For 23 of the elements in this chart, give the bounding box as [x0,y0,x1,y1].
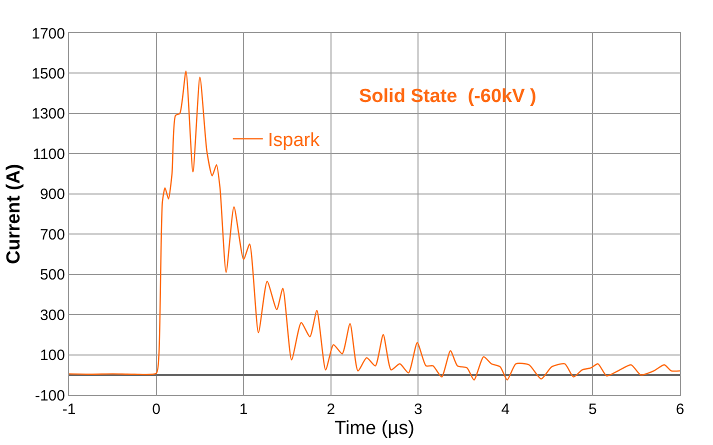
x-tick-label: 4 [501,401,510,418]
y-tick-label: 1300 [32,106,65,123]
y-tick-label: 1700 [32,25,65,42]
x-axis-title: Time (µs) [334,418,414,439]
x-tick-label: 1 [239,401,248,418]
annotation: Solid State (-60kV ) [359,86,536,107]
y-tick-label: 100 [40,347,65,364]
legend-label: Ispark [268,130,320,152]
x-tick-label: 2 [326,401,336,418]
y-axis-title: Current (A) [3,164,24,264]
y-tick-label: 1100 [32,146,65,163]
y-tick-label: 1500 [32,65,65,82]
y-tick-label: 700 [40,226,65,244]
x-tick-label: 3 [414,401,422,418]
line-series [69,70,680,381]
y-tick-label: -100 [34,387,65,404]
x-tick-label: -1 [62,401,76,418]
y-tick-label: 300 [40,306,65,324]
x-tick-label: 0 [152,401,160,418]
x-tick-label: 6 [676,401,684,418]
y-tick-label: 500 [40,266,65,284]
y-tick-label: 900 [40,186,65,204]
x-tick-label: 5 [588,401,597,418]
